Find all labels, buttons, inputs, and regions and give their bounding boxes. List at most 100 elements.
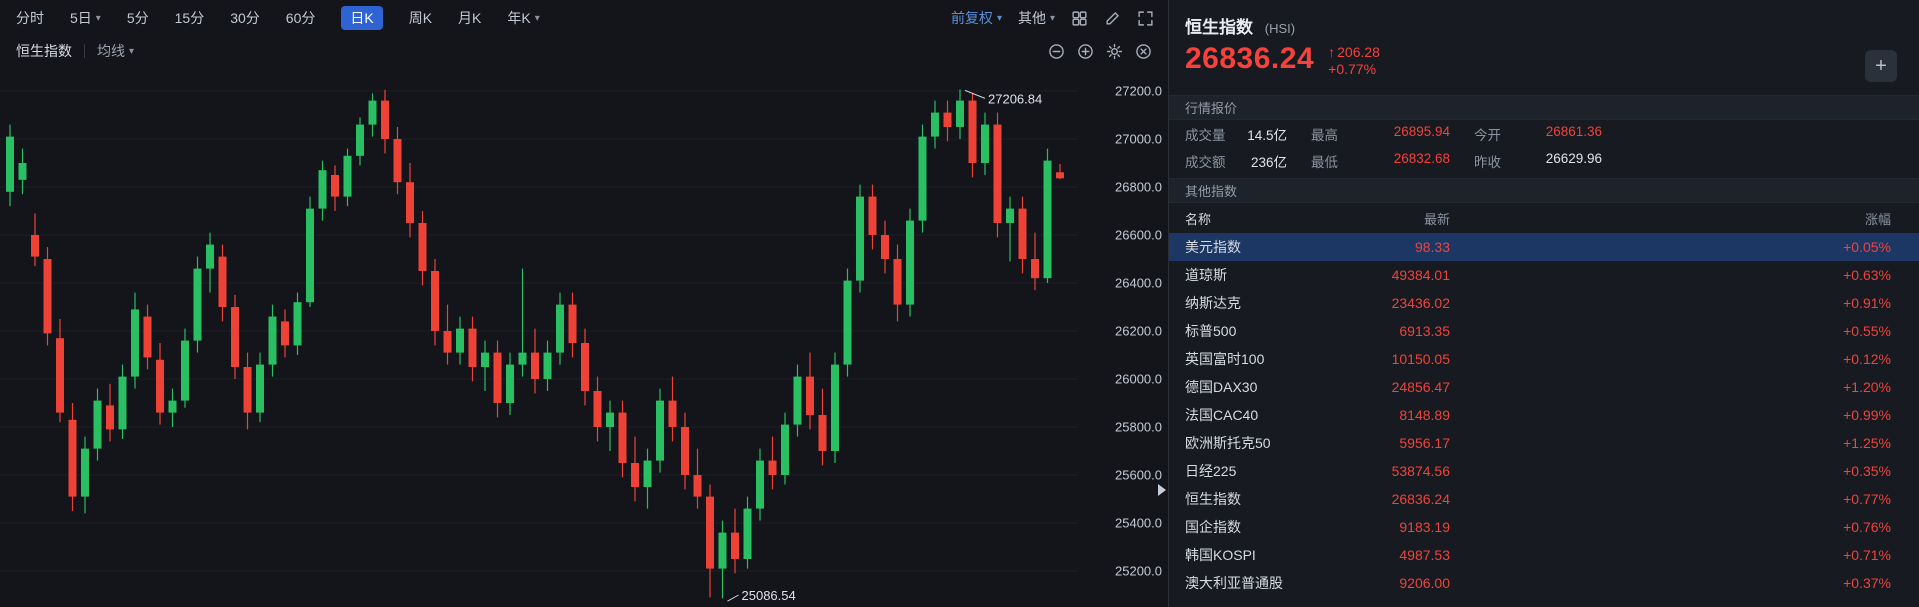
- add-to-watchlist-button[interactable]: +: [1865, 50, 1897, 82]
- index-name: 道琼斯: [1185, 267, 1227, 283]
- period-tab-60分[interactable]: 60分: [286, 8, 316, 28]
- period-tab-label: 30分: [230, 10, 260, 26]
- chart-canvas[interactable]: 27200.0 27000.0 26800.0 26600.0 26400.0 26200…: [0, 66, 1168, 607]
- index-last: 6913.35: [1399, 323, 1450, 339]
- other-label: 其他: [1017, 10, 1046, 26]
- index-last: 24856.47: [1391, 379, 1450, 395]
- index-change: +0.77%: [1843, 491, 1891, 507]
- index-change: +0.63%: [1843, 267, 1891, 283]
- layout-grid-icon[interactable]: [1071, 10, 1088, 27]
- index-change: +0.71%: [1843, 547, 1891, 563]
- index-last: 4987.53: [1399, 547, 1450, 563]
- quote-label: 最高: [1311, 127, 1338, 143]
- chevron-down-icon: ▾: [95, 12, 101, 24]
- index-name: 德国DAX30: [1185, 379, 1258, 395]
- period-tab-月K[interactable]: 月K: [458, 8, 481, 28]
- quote-value: 26832.68: [1393, 150, 1450, 166]
- col-header-change: 涨幅: [1864, 211, 1891, 227]
- index-row-恒生指数[interactable]: 恒生指数 26836.24 +0.77%: [1169, 485, 1919, 513]
- chevron-down-icon: ▾: [1049, 12, 1055, 24]
- quote-label: 成交量: [1185, 127, 1226, 143]
- section-header-quote: 行情报价: [1169, 95, 1919, 120]
- index-change: +1.25%: [1843, 435, 1891, 451]
- index-last: 98.33: [1414, 239, 1450, 255]
- chevron-down-icon: ▾: [996, 12, 1002, 24]
- index-row-英国富时100[interactable]: 英国富时100 10150.05 +0.12%: [1169, 345, 1919, 373]
- period-tab-label: 年K: [507, 10, 531, 26]
- index-change: +0.91%: [1843, 295, 1891, 311]
- price-change: ↑ 206.28 +0.77%: [1328, 43, 1380, 78]
- quote-field-成交量: 成交量 14.5亿: [1185, 124, 1287, 144]
- period-tab-15分[interactable]: 15分: [175, 8, 205, 28]
- svg-text:27206.84: 27206.84: [988, 91, 1042, 106]
- index-row-美元指数[interactable]: 美元指数 98.33 +0.05%: [1169, 233, 1919, 261]
- settings-gear-icon[interactable]: [1106, 43, 1123, 60]
- index-row-德国DAX30[interactable]: 德国DAX30 24856.47 +1.20%: [1169, 373, 1919, 401]
- adjust-type-dropdown[interactable]: 前复权 ▾: [951, 8, 1002, 28]
- zoom-in-icon[interactable]: [1077, 43, 1094, 60]
- svg-text:25200.0: 25200.0: [1115, 564, 1162, 579]
- svg-text:27200.0: 27200.0: [1115, 84, 1162, 99]
- index-change: +0.76%: [1843, 519, 1891, 535]
- quote-value: 236亿: [1250, 154, 1287, 170]
- index-change: +0.99%: [1843, 407, 1891, 423]
- period-tab-label: 5分: [126, 10, 149, 26]
- index-change: +0.05%: [1843, 239, 1891, 255]
- ma-dropdown[interactable]: 均线 ▾: [97, 41, 134, 61]
- quote-field-最低: 最低 26832.68: [1311, 151, 1450, 171]
- index-change: +0.35%: [1843, 463, 1891, 479]
- ma-label: 均线: [97, 43, 125, 59]
- quote-field-成交额: 成交额 236亿: [1185, 151, 1287, 171]
- period-tab-5日[interactable]: 5日 ▾: [70, 8, 101, 28]
- period-tab-label: 5日: [70, 10, 92, 26]
- index-name: 澳大利亚普通股: [1185, 575, 1283, 591]
- fullscreen-icon[interactable]: [1137, 10, 1154, 27]
- index-ticker: (HSI): [1264, 21, 1296, 36]
- period-tab-label: 周K: [408, 10, 433, 26]
- svg-text:27000.0: 27000.0: [1115, 132, 1162, 147]
- period-tab-日K[interactable]: 日K: [341, 6, 383, 30]
- index-name: 国企指数: [1185, 519, 1241, 535]
- svg-text:26400.0: 26400.0: [1115, 276, 1162, 291]
- index-table: 美元指数 98.33 +0.05% 道琼斯 49384.01 +0.63% 纳斯达克 2343…: [1169, 233, 1919, 597]
- chevron-down-icon: ▾: [129, 45, 135, 57]
- panel-collapse-handle[interactable]: [1158, 484, 1166, 496]
- chart-region: 分时 5日 ▾ 5分 15分 30分 60分 日K 周K 月K 年K ▾ 前复权 ▾ 其他 ▾: [0, 6, 1168, 607]
- index-name: 纳斯达克: [1185, 295, 1241, 311]
- period-tab-周K[interactable]: 周K: [409, 8, 432, 28]
- toolbar-right: 前复权 ▾ 其他 ▾: [951, 8, 1168, 28]
- quote-value: 14.5亿: [1247, 127, 1287, 143]
- candlestick-chart[interactable]: 27200.0 27000.0 26800.0 26600.0 26400.0 26200…: [0, 66, 1168, 607]
- quote-label: 昨收: [1474, 154, 1501, 170]
- svg-text:26600.0: 26600.0: [1115, 228, 1162, 243]
- index-row-道琼斯[interactable]: 道琼斯 49384.01 +0.63%: [1169, 261, 1919, 289]
- index-row-日经225[interactable]: 日经225 53874.56 +0.35%: [1169, 457, 1919, 485]
- quote-label: 成交额: [1185, 154, 1226, 170]
- index-row-欧洲斯托克50[interactable]: 欧洲斯托克50 5956.17 +1.25%: [1169, 429, 1919, 457]
- quote-value: 26861.36: [1545, 123, 1602, 139]
- period-tab-分时[interactable]: 分时: [16, 8, 44, 28]
- index-row-纳斯达克[interactable]: 纳斯达克 23436.02 +0.91%: [1169, 289, 1919, 317]
- svg-text:26000.0: 26000.0: [1115, 372, 1162, 387]
- chart-tools: [1048, 43, 1168, 60]
- draw-tool-icon[interactable]: [1104, 10, 1121, 27]
- close-icon[interactable]: [1135, 43, 1152, 60]
- index-row-澳大利亚普通股[interactable]: 澳大利亚普通股 9206.00 +0.37%: [1169, 569, 1919, 597]
- index-row-韩国KOSPI[interactable]: 韩国KOSPI 4987.53 +0.71%: [1169, 541, 1919, 569]
- period-tab-label: 分时: [16, 10, 44, 26]
- period-tab-30分[interactable]: 30分: [230, 8, 260, 28]
- plus-icon: +: [1875, 55, 1887, 77]
- period-tab-label: 60分: [285, 10, 316, 26]
- index-row-国企指数[interactable]: 国企指数 9183.19 +0.76%: [1169, 513, 1919, 541]
- index-row-法国CAC40[interactable]: 法国CAC40 8148.89 +0.99%: [1169, 401, 1919, 429]
- period-tab-年K[interactable]: 年K ▾: [507, 8, 539, 28]
- index-last: 23436.02: [1391, 295, 1450, 311]
- panel-header: 恒生指数 (HSI) 26836.24 ↑ 206.28 +0.77% +: [1169, 0, 1919, 95]
- svg-text:26800.0: 26800.0: [1115, 180, 1162, 195]
- period-tab-5分[interactable]: 5分: [127, 8, 149, 28]
- zoom-out-icon[interactable]: [1048, 43, 1065, 60]
- index-name: 标普500: [1185, 323, 1237, 339]
- other-dropdown[interactable]: 其他 ▾: [1018, 8, 1055, 28]
- index-row-标普500[interactable]: 标普500 6913.35 +0.55%: [1169, 317, 1919, 345]
